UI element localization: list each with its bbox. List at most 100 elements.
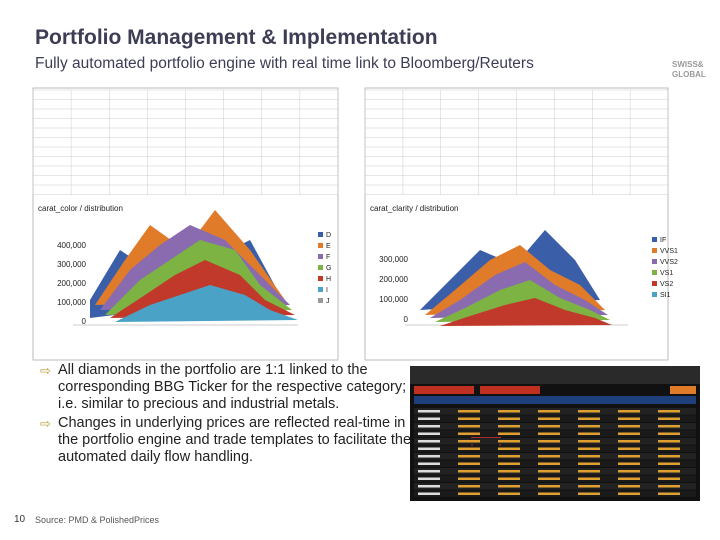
terminal-rows <box>414 408 696 497</box>
terminal-cell <box>498 492 520 495</box>
terminal-cell <box>658 432 680 435</box>
terminal-cell <box>658 440 680 443</box>
legend-swatch <box>318 243 323 248</box>
terminal-cell <box>618 462 640 465</box>
spreadsheet <box>364 89 669 326</box>
terminal-cell <box>538 462 560 465</box>
bullet: Changes in underlying prices are reflect… <box>40 415 412 466</box>
legend-label: SI1 <box>660 292 671 299</box>
legend-swatch <box>652 237 657 242</box>
terminal-cell <box>658 492 680 495</box>
terminal-cell <box>458 432 480 435</box>
terminal-cell <box>498 410 520 413</box>
terminal-cell <box>458 447 480 450</box>
terminal-cell <box>618 477 640 480</box>
terminal-cell <box>498 455 520 458</box>
terminal-cell <box>418 425 440 428</box>
terminal-cell <box>658 485 680 488</box>
terminal-cell <box>458 455 480 458</box>
terminal-button <box>414 386 474 394</box>
terminal-cell <box>618 432 640 435</box>
terminal-cell <box>538 470 560 473</box>
logo-line: SWISS& <box>672 60 704 69</box>
terminal-cell <box>658 410 680 413</box>
terminal-bar <box>414 396 696 404</box>
terminal-cell <box>618 455 640 458</box>
terminal-cell <box>658 455 680 458</box>
terminal-button <box>480 386 540 394</box>
y-axis-label: 0 <box>404 315 409 324</box>
terminal-cell <box>618 410 640 413</box>
panel-title: carat_clarity / distribution <box>370 204 458 213</box>
legend-label: G <box>326 265 331 272</box>
terminal-cell <box>458 425 480 428</box>
terminal-cell <box>418 462 440 465</box>
terminal-cell <box>458 417 480 420</box>
terminal-cell <box>618 425 640 428</box>
terminal-cell <box>418 470 440 473</box>
terminal-screenshot <box>410 366 700 501</box>
chart-surface <box>420 230 612 326</box>
y-axis-label: 300,000 <box>379 255 408 264</box>
terminal-cell <box>418 485 440 488</box>
terminal-cell <box>538 425 560 428</box>
legend-swatch <box>652 292 657 297</box>
terminal-cell <box>578 492 600 495</box>
terminal-cell <box>538 440 560 443</box>
legend: IF VVS1 VVS2 VS1 VS2 SI1 <box>652 237 678 299</box>
terminal-cell <box>538 455 560 458</box>
legend-label: VS1 <box>660 270 673 277</box>
terminal-cell <box>498 447 520 450</box>
legend-swatch <box>652 270 657 275</box>
terminal-cell <box>578 462 600 465</box>
logo-line: GLOBAL <box>672 70 706 79</box>
legend-swatch <box>652 248 657 253</box>
legend-swatch <box>652 259 657 264</box>
terminal-cell <box>618 440 640 443</box>
y-axis-label: 100,000 <box>57 298 86 307</box>
terminal-cell <box>458 470 480 473</box>
terminal-cell <box>418 492 440 495</box>
terminal-cell <box>618 447 640 450</box>
y-axis-label: 200,000 <box>379 275 408 284</box>
terminal-cell <box>498 440 520 443</box>
terminal-cell <box>498 425 520 428</box>
terminal-cell <box>498 470 520 473</box>
terminal-cell <box>418 440 440 443</box>
y-axis-label: 400,000 <box>57 241 86 250</box>
panel-title: carat_color / distribution <box>38 204 123 213</box>
terminal-cell <box>658 417 680 420</box>
legend-swatch <box>318 298 323 303</box>
legend-label: VS2 <box>660 281 673 288</box>
terminal-cell <box>538 447 560 450</box>
terminal-cell <box>578 470 600 473</box>
terminal-cell <box>658 477 680 480</box>
title: Portfolio Management & Implementation <box>35 26 438 49</box>
legend-label: D <box>326 232 331 239</box>
terminal-cell <box>578 477 600 480</box>
terminal-header <box>410 366 700 384</box>
legend-label: H <box>326 276 331 283</box>
terminal-cell <box>658 462 680 465</box>
bullet: All diamonds in the portfolio are 1:1 li… <box>40 362 412 413</box>
y-axis: 300,000 200,000 100,000 0 <box>379 255 408 324</box>
terminal-cell <box>498 485 520 488</box>
legend-label: IF <box>660 237 666 244</box>
terminal-cell <box>458 477 480 480</box>
terminal-cell <box>578 447 600 450</box>
terminal-cell <box>498 462 520 465</box>
terminal-cell <box>498 477 520 480</box>
terminal-cell <box>658 447 680 450</box>
terminal-button <box>670 386 696 394</box>
terminal-cell <box>458 440 480 443</box>
terminal-cell <box>418 417 440 420</box>
terminal-cell <box>658 470 680 473</box>
terminal-cell <box>578 485 600 488</box>
terminal-cell <box>578 417 600 420</box>
legend-swatch <box>318 232 323 237</box>
terminal-cell <box>538 410 560 413</box>
terminal-cell <box>578 432 600 435</box>
